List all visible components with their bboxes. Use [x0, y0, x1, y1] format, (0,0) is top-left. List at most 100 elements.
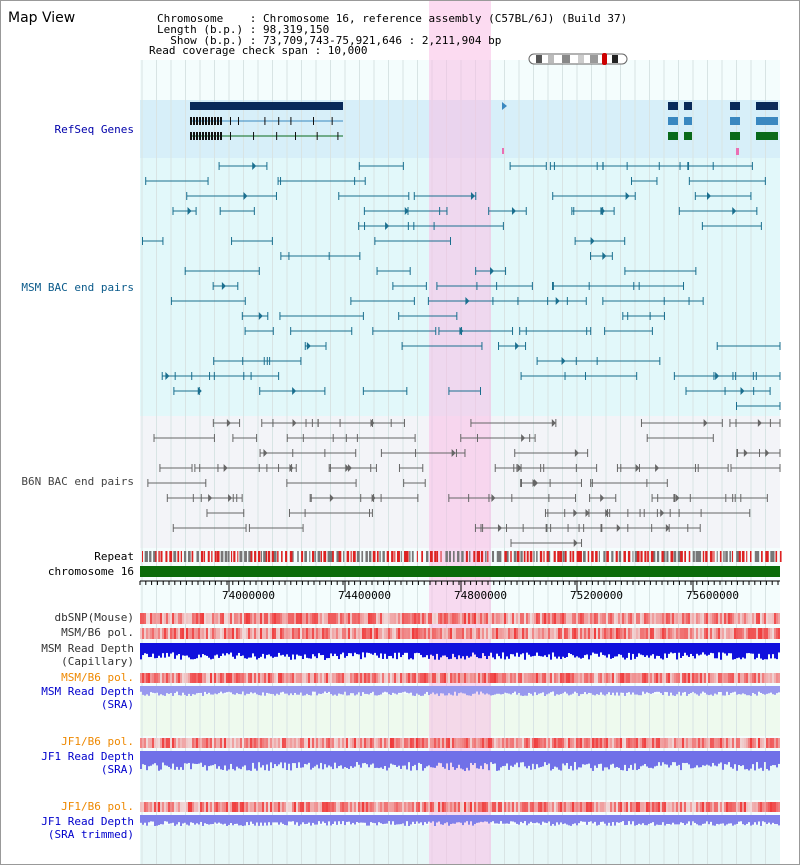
msm-b6-pol-heat	[380, 628, 382, 639]
dbsnp-heat	[184, 613, 186, 624]
jf1-trim-depth-bar	[430, 815, 432, 823]
msm-b6-pol2-heat	[654, 673, 656, 683]
msm-b6-pol-heat	[382, 628, 384, 639]
msm-b6-pol-heat	[706, 628, 708, 639]
msm-sra-depth-bar	[548, 686, 550, 694]
msm-bac-label[interactable]: MSM BAC end pairs	[21, 281, 134, 294]
msm-capillary-depth-bar	[264, 643, 266, 659]
dbsnp-heat	[488, 613, 490, 624]
jf1-b6-pol2-heat	[266, 802, 268, 812]
jf1-trim-depth-bar	[360, 815, 362, 823]
msm-b6-pol-heat	[508, 628, 510, 639]
msm-b6-pol2-heat	[562, 673, 564, 683]
jf1-trim-depth-bar	[580, 815, 582, 822]
msm-capillary-depth-bar	[392, 643, 394, 659]
chromosome-ideogram[interactable]	[528, 52, 630, 66]
refseq-genes-label[interactable]: RefSeq Genes	[54, 123, 134, 136]
dbsnp-heat	[398, 613, 400, 624]
repeat-mark	[650, 551, 654, 562]
msm-sra-depth-bar	[506, 686, 508, 694]
msm-sra-depth-bar	[156, 686, 158, 693]
selected-region-highlight[interactable]	[429, 0, 491, 865]
jf1-sra-depth-bar	[378, 751, 380, 769]
jf1-b6-pol-heat	[590, 738, 592, 748]
msm-b6-pol2-heat	[236, 673, 238, 683]
gene-exon	[668, 132, 678, 140]
msm-b6-pol-heat	[534, 628, 536, 639]
msm-capillary-depth-bar	[462, 643, 464, 657]
b6n-bac-pair-arrow	[263, 449, 268, 457]
dbsnp-heat	[298, 613, 300, 624]
jf1-b6-pol-heat	[454, 738, 456, 748]
repeat-mark	[233, 551, 236, 562]
gene-exon	[230, 117, 231, 125]
msm-sra-depth-bar	[144, 686, 146, 696]
dbsnp-heat	[426, 613, 428, 624]
repeat-mark	[301, 551, 304, 562]
msm-capillary-depth-bar	[540, 643, 542, 657]
jf1-trim-depth-bar	[158, 815, 160, 825]
msm-sra-depth-bar	[558, 686, 560, 695]
msm-capillary-depth-bar	[618, 643, 620, 655]
dbsnp-heat	[188, 613, 190, 624]
msm-b6-pol2-heat	[196, 673, 198, 683]
jf1-sra-depth-bar	[222, 751, 224, 770]
jf1-b6-pol2-heat	[406, 802, 408, 812]
repeat-mark	[702, 551, 705, 562]
jf1-b6-pol-heat	[458, 738, 460, 748]
msm-b6-pol2-heat	[642, 673, 644, 683]
jf1-trim-depth-bar	[412, 815, 414, 822]
msm-b6-pol-heat	[612, 628, 614, 639]
jf1-b6-pol2-heat	[370, 802, 372, 812]
jf1-trim-depth-bar	[392, 815, 394, 822]
msm-sra-depth-bar	[578, 686, 580, 696]
jf1-trim-depth-bar	[232, 815, 234, 826]
repeat-mark	[177, 551, 180, 562]
jf1-sra-depth-bar	[162, 751, 164, 763]
jf1-sra-depth-bar	[186, 751, 188, 764]
jf1-b6-pol2-heat	[606, 802, 608, 812]
dbsnp-heat	[772, 613, 774, 624]
axis-tick-label: 75200000	[570, 589, 623, 602]
jf1-sra-depth-bar	[170, 751, 172, 769]
msm-b6-pol2-heat	[542, 673, 544, 683]
jf1-b6-pol2-heat	[506, 802, 508, 812]
msm-b6-pol-heat	[484, 628, 486, 639]
jf1-b6-pol-heat	[660, 738, 662, 748]
b6n-bac-label[interactable]: B6N BAC end pairs	[21, 475, 134, 488]
jf1-sra-depth-bar	[648, 751, 650, 768]
msm-b6-pol-heat	[610, 628, 612, 639]
msm-b6-pol2-heat	[518, 673, 520, 683]
msm-b6-pol2-heat	[156, 673, 158, 683]
dbsnp-heat	[512, 613, 514, 624]
jf1-b6-pol2-heat	[378, 802, 380, 812]
msm-sra-depth-bar	[474, 686, 476, 694]
gene-exon	[684, 132, 692, 140]
repeat-mark	[504, 551, 508, 562]
msm-b6-pol-heat	[308, 628, 310, 639]
jf1-b6-pol-heat	[348, 738, 350, 748]
jf1-sra-depth-bar	[198, 751, 200, 764]
msm-b6-pol-heat	[704, 628, 706, 639]
jf1-trim-depth-bar	[588, 815, 590, 822]
jf1-trim-depth-bar	[504, 815, 506, 824]
msm-capillary-depth-bar	[408, 643, 410, 660]
msm-b6-pol-heat	[470, 628, 472, 639]
jf1-b6-pol-heat	[200, 738, 202, 748]
jf1-b6-pol-heat	[168, 738, 170, 748]
jf1-sra-depth-bar	[726, 751, 728, 765]
msm-b6-pol-heat	[676, 628, 678, 639]
dbsnp-heat	[378, 613, 380, 624]
msm-bac-pair-arrow	[590, 237, 595, 245]
msm-capillary-depth-bar	[372, 643, 374, 655]
msm-capillary-depth-bar	[690, 643, 692, 654]
msm-sra-depth-bar	[638, 686, 640, 696]
dbsnp-heat	[348, 613, 350, 624]
jf1-b6-pol-heat	[422, 738, 424, 748]
msm-b6-pol-heat	[452, 628, 454, 639]
msm-capillary-depth-bar	[276, 643, 278, 657]
msm-sra-depth-bar	[456, 686, 458, 696]
msm-b6-pol2-heat	[548, 673, 550, 683]
msm-sra-depth-bar	[718, 686, 720, 692]
